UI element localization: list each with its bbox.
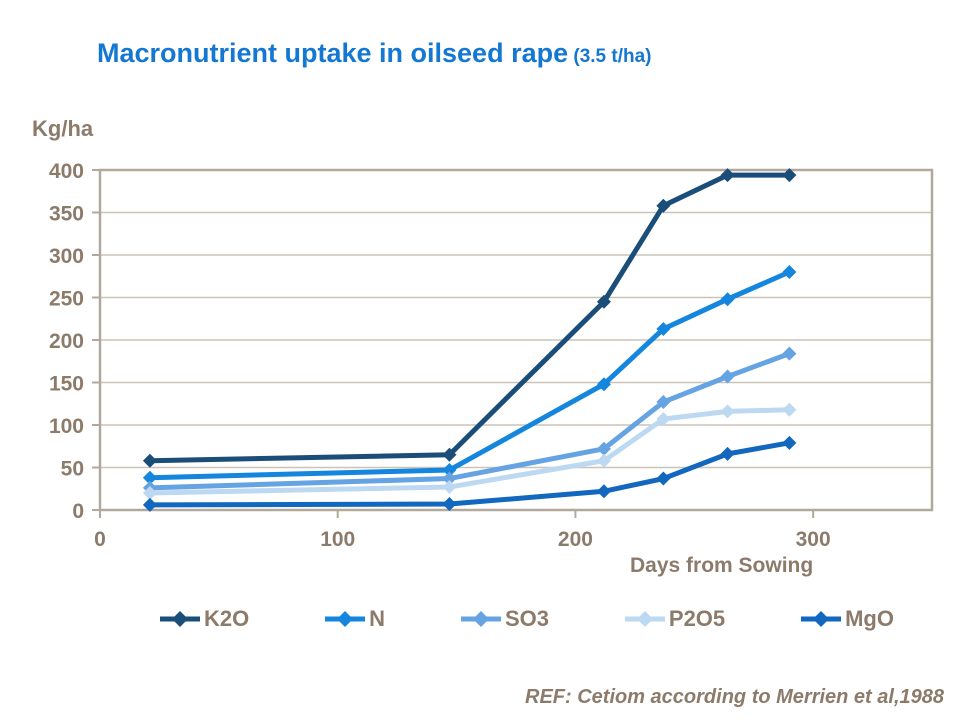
legend-label-MgO: MgO (845, 606, 894, 631)
x-tick-label-100: 100 (320, 528, 355, 551)
y-tick-label-300: 300 (49, 245, 84, 268)
series-marker-N-21 (142, 470, 157, 485)
y-axis-label: Kg/ha (32, 116, 94, 141)
chart-title-main: Macronutrient uptake in oilseed rape (97, 38, 569, 68)
series-marker-SO3-290 (782, 346, 797, 361)
x-tick-label-0: 0 (94, 528, 106, 551)
series-marker-N-237 (656, 321, 671, 336)
legend-label-SO3: SO3 (504, 606, 549, 631)
series-marker-N-290 (782, 265, 797, 279)
y-tick-label-400: 400 (49, 160, 84, 183)
series-line-MgO (149, 440, 790, 508)
series-marker-MgO-21 (142, 497, 157, 512)
series-marker-K2O-237 (656, 198, 671, 213)
legend-label-K2O: K2O (204, 606, 250, 631)
series-marker-K2O-212 (596, 294, 611, 309)
legend-marker-N (325, 611, 366, 627)
legend-item-N[interactable]: N (323, 606, 385, 632)
series-marker-K2O-147 (442, 447, 457, 462)
reference-text: REF: Cetiom according to Merrien et al,1… (525, 686, 944, 708)
y-tick-label-350: 350 (49, 203, 84, 226)
legend-item-SO3[interactable]: SO3 (459, 606, 549, 632)
series-marker-P2O5-237 (656, 412, 671, 427)
series-marker-SO3-237 (656, 395, 671, 410)
series-marker-P2O5-290 (782, 402, 797, 417)
series-marker-SO3-264 (720, 369, 735, 384)
legend-marker-K2O (160, 611, 200, 627)
legend-item-MgO[interactable]: MgO (799, 606, 894, 632)
series-marker-MgO-264 (720, 446, 735, 461)
y-tick-label-50: 50 (61, 458, 84, 481)
x-tick-label-200: 200 (558, 528, 593, 551)
series-marker-SO3-147 (442, 471, 457, 486)
y-tick-label-150: 150 (49, 373, 84, 396)
series-marker-K2O-21 (142, 453, 157, 468)
series-marker-N-212 (596, 377, 611, 392)
series-marker-SO3-212 (596, 441, 611, 456)
legend-marker-SO3 (460, 611, 501, 627)
series-marker-MgO-212 (596, 484, 611, 499)
legend-label-P2O5: P2O5 (668, 606, 726, 631)
series-line-K2O (149, 172, 790, 464)
legend-marker-MgO (801, 611, 842, 627)
series-marker-N-147 (442, 463, 457, 478)
series-line-P2O5 (149, 407, 790, 496)
y-tick-label-100: 100 (49, 415, 84, 438)
series-marker-N-264 (720, 292, 735, 307)
series-marker-MgO-147 (442, 497, 457, 512)
series-marker-K2O-290 (782, 168, 797, 183)
chart-legend: K2O N SO3 P2O5 MgO (158, 606, 894, 632)
series-line-SO3 (149, 351, 791, 491)
x-tick-label-300: 300 (796, 528, 831, 551)
y-tick-label-200: 200 (49, 330, 84, 353)
series-marker-P2O5-212 (596, 453, 611, 468)
x-axis-label: Days from Sowing (630, 554, 814, 577)
y-tick-label-0: 0 (72, 500, 84, 523)
legend-item-K2O[interactable]: K2O (158, 606, 249, 632)
series-line-N (149, 269, 791, 481)
series-marker-MgO-290 (782, 435, 797, 450)
series-marker-P2O5-264 (720, 404, 735, 419)
series-marker-P2O5-147 (442, 480, 457, 495)
series-marker-MgO-237 (656, 471, 671, 486)
legend-marker-P2O5 (624, 611, 665, 627)
chart-title-yield: (3.5 t/ha) (568, 46, 652, 67)
legend-item-P2O5[interactable]: P2O5 (623, 606, 725, 632)
series-marker-K2O-264 (720, 168, 735, 183)
series-marker-P2O5-21 (142, 486, 157, 500)
chart-title: Macronutrient uptake in oilseed rape (3.… (97, 38, 652, 69)
legend-label-N: N (369, 606, 386, 631)
y-tick-label-250: 250 (49, 288, 84, 311)
